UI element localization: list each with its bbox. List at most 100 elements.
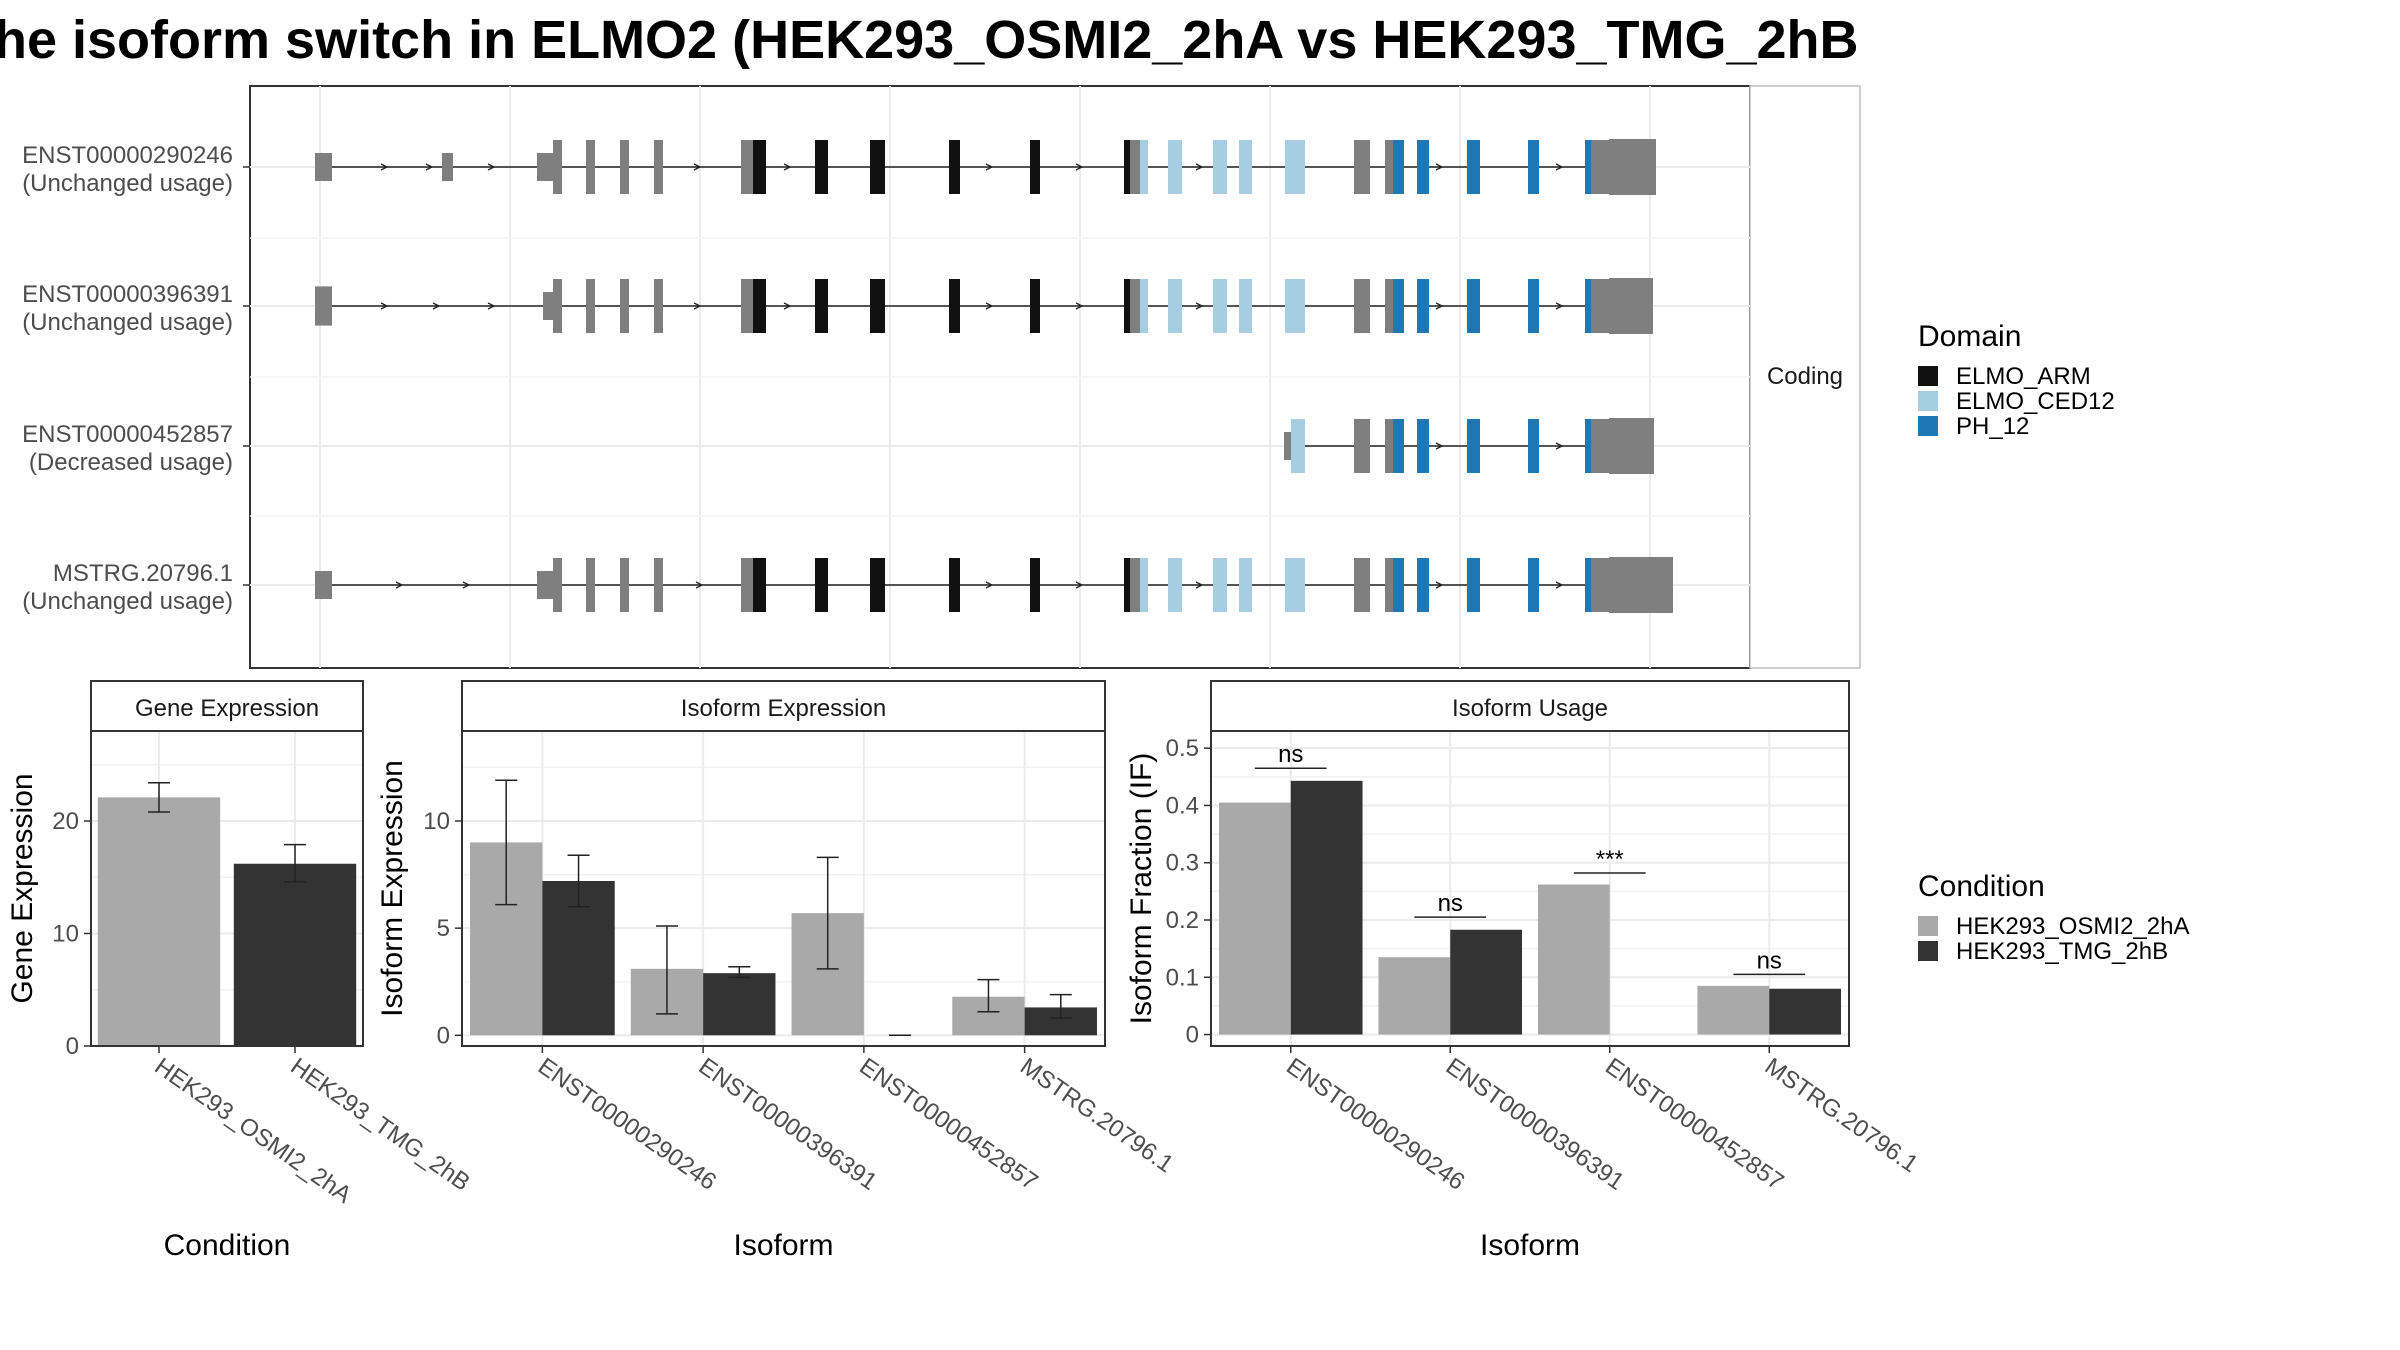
domain-legend-label: PH_12 <box>1956 413 2029 440</box>
x-tick-label: MSTRG.20796.1 <box>1015 1053 1178 1178</box>
intron-arrow <box>462 581 471 589</box>
y-axis-title: Gene Expression <box>6 773 39 1003</box>
exon <box>620 279 629 333</box>
intron-arrow <box>1435 163 1444 171</box>
exon <box>1417 279 1429 333</box>
y-tick-label: 0.3 <box>1166 850 1199 877</box>
intron-arrow <box>487 163 496 171</box>
y-tick-label: 10 <box>52 921 79 948</box>
isoform-label: MSTRG.20796.1 <box>53 560 233 587</box>
intron-arrow <box>487 302 496 310</box>
y-tick-label: 0.1 <box>1166 964 1199 991</box>
exon <box>586 558 595 612</box>
exon <box>1130 279 1140 333</box>
bar <box>1218 802 1291 1035</box>
domain-legend-key <box>1918 366 1938 386</box>
exon <box>586 279 595 333</box>
domain-legend-key <box>1918 416 1938 436</box>
exon <box>620 558 629 612</box>
exon <box>1528 140 1539 194</box>
intron-arrow <box>425 163 434 171</box>
exon <box>815 279 828 333</box>
exon <box>1385 558 1393 612</box>
exon <box>442 153 453 181</box>
exon <box>753 558 766 612</box>
exon <box>620 140 629 194</box>
exon <box>1385 419 1393 473</box>
panel-1: Isoform Expression0510ENST00000290246ENS… <box>376 680 1178 1262</box>
exon <box>1168 140 1182 194</box>
condition-legend-key <box>1918 916 1938 936</box>
intron-arrow <box>1195 302 1204 310</box>
exon <box>1239 140 1252 194</box>
y-tick-label: 0.2 <box>1166 907 1199 934</box>
figure-title: he isoform switch in ELMO2 (HEK293_OSMI2… <box>0 10 1859 70</box>
exon <box>1124 140 1130 194</box>
x-tick-label: MSTRG.20796.1 <box>1760 1053 1923 1178</box>
exon <box>1140 140 1148 194</box>
y-axis-title: Isoform Expression <box>376 760 409 1017</box>
intron-arrow <box>695 581 704 589</box>
exon <box>753 140 766 194</box>
exon <box>815 558 828 612</box>
exon <box>1591 558 1609 612</box>
panel-border <box>461 730 1106 1047</box>
isoform-label: ENST00000396391 <box>22 281 233 308</box>
intron-arrow <box>985 581 994 589</box>
condition-legend-key <box>1918 941 1938 961</box>
isoform-label: ENST00000290246 <box>22 142 233 169</box>
exon <box>654 558 663 612</box>
exon <box>1609 557 1673 613</box>
panel-2: Isoform Usagensns***ns00.10.20.30.40.5EN… <box>1125 680 1923 1262</box>
exon <box>949 140 960 194</box>
intron-arrow <box>783 163 792 171</box>
panel-border <box>90 730 364 1047</box>
exon <box>1030 140 1040 194</box>
y-tick-label: 5 <box>437 915 450 942</box>
exon <box>1213 558 1227 612</box>
exon <box>553 558 562 612</box>
exon <box>1417 419 1429 473</box>
exon <box>1609 278 1653 334</box>
intron-arrow <box>1555 581 1564 589</box>
exon <box>1213 279 1227 333</box>
exon <box>315 153 332 181</box>
exon <box>741 558 753 612</box>
exon <box>537 571 553 599</box>
bar <box>1537 884 1610 1035</box>
exon <box>1354 419 1370 473</box>
exon <box>1291 419 1305 473</box>
intron-arrow <box>1435 302 1444 310</box>
bar <box>703 973 776 1036</box>
exon <box>1528 279 1539 333</box>
bar <box>1769 988 1842 1035</box>
structure-strip-label: Coding <box>1767 363 1843 390</box>
exon <box>870 140 885 194</box>
exon <box>1385 279 1393 333</box>
exon <box>1467 140 1480 194</box>
exon <box>1168 279 1182 333</box>
intron-arrow <box>432 302 441 310</box>
exon <box>1528 558 1539 612</box>
exon <box>741 279 753 333</box>
intron-arrow <box>783 302 792 310</box>
intron-arrow <box>985 302 994 310</box>
domain-legend-title: Domain <box>1918 320 2021 353</box>
y-tick-label: 20 <box>52 808 79 835</box>
panel-strip-label: Gene Expression <box>135 695 319 722</box>
exon <box>1417 140 1429 194</box>
intron-arrow <box>1075 302 1084 310</box>
exon <box>1030 558 1040 612</box>
intron-arrow <box>1555 302 1564 310</box>
x-tick-label: ENST00000396391 <box>694 1053 882 1196</box>
exon <box>1213 140 1227 194</box>
exon <box>543 292 553 320</box>
intron-arrow <box>380 302 389 310</box>
exon <box>870 558 885 612</box>
exon <box>315 286 332 326</box>
intron-arrow <box>1075 163 1084 171</box>
significance-label: *** <box>1596 846 1624 873</box>
exon <box>1467 279 1480 333</box>
bar <box>1697 985 1770 1035</box>
